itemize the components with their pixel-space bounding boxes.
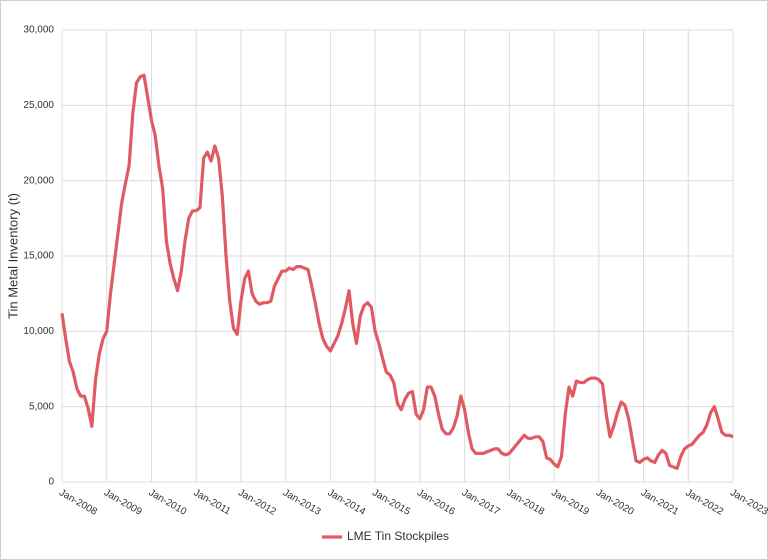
y-tick-label: 30,000	[23, 25, 54, 36]
data-line	[60, 73, 734, 471]
y-tick-label: 25,000	[23, 100, 54, 111]
y-tick-label: 10,000	[23, 326, 54, 337]
y-tick-label: 0	[48, 477, 54, 488]
y-axis-title: Tin Metal Inventory (t)	[5, 193, 20, 319]
y-tick-label: 20,000	[23, 175, 54, 186]
y-tick-label: 15,000	[23, 251, 54, 262]
y-tick-label: 5,000	[29, 401, 54, 412]
legend-label: LME Tin Stockpiles	[347, 529, 449, 543]
